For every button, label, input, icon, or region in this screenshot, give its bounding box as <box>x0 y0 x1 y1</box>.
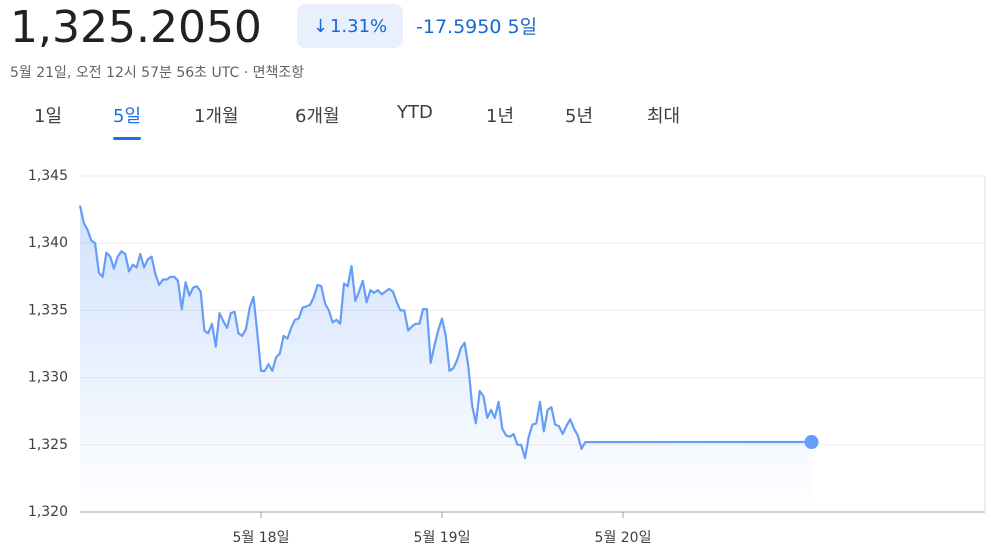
change-percent: 1.31% <box>329 15 388 37</box>
range-tab[interactable]: 5년 <box>565 106 594 127</box>
chart: 1,320 1,325 1,330 1,335 1,340 1,345 5월 18일 5월 1… <box>28 168 986 546</box>
y-tick-label: 1,325 <box>28 437 68 453</box>
area-fill <box>80 205 812 512</box>
range-tab[interactable]: YTD <box>397 102 433 123</box>
range-tab[interactable]: 1년 <box>486 106 515 127</box>
timestamp: 5월 21일, 오전 12시 57분 56초 UTC <box>10 65 240 81</box>
x-tick-label: 5월 20일 <box>595 530 652 546</box>
range-tab[interactable]: 1개월 <box>194 106 239 127</box>
x-tick-label: 5월 18일 <box>233 530 290 546</box>
price: 1,325.2050 <box>10 2 262 53</box>
range-tab[interactable]: 6개월 <box>295 106 340 127</box>
down-arrow: ↓ <box>312 15 328 37</box>
disclaimer[interactable]: 면책조항 <box>252 65 305 81</box>
y-tick-label: 1,320 <box>28 504 68 520</box>
y-tick-label: 1,335 <box>28 302 68 318</box>
range-tab[interactable]: 5일 <box>113 102 142 140</box>
change-badge: ↓ 1.31% <box>297 4 403 48</box>
last-point <box>804 435 819 450</box>
change: -17.5950 5일 <box>416 12 537 39</box>
timestamp-line: 5월 21일, 오전 12시 57분 56초 UTC · 면책조항 <box>10 62 304 82</box>
x-tick-label: 5월 19일 <box>414 530 471 546</box>
price-line <box>78 205 812 460</box>
range-tab[interactable]: 최대 <box>647 106 681 127</box>
y-tick-label: 1,345 <box>28 168 68 184</box>
y-tick-label: 1,340 <box>28 235 68 251</box>
change-period: 5일 <box>507 16 538 38</box>
y-tick-label: 1,330 <box>28 370 68 386</box>
change-abs: -17.5950 <box>416 16 502 38</box>
separator: · <box>243 65 249 81</box>
range-tab[interactable]: 1일 <box>34 106 63 127</box>
